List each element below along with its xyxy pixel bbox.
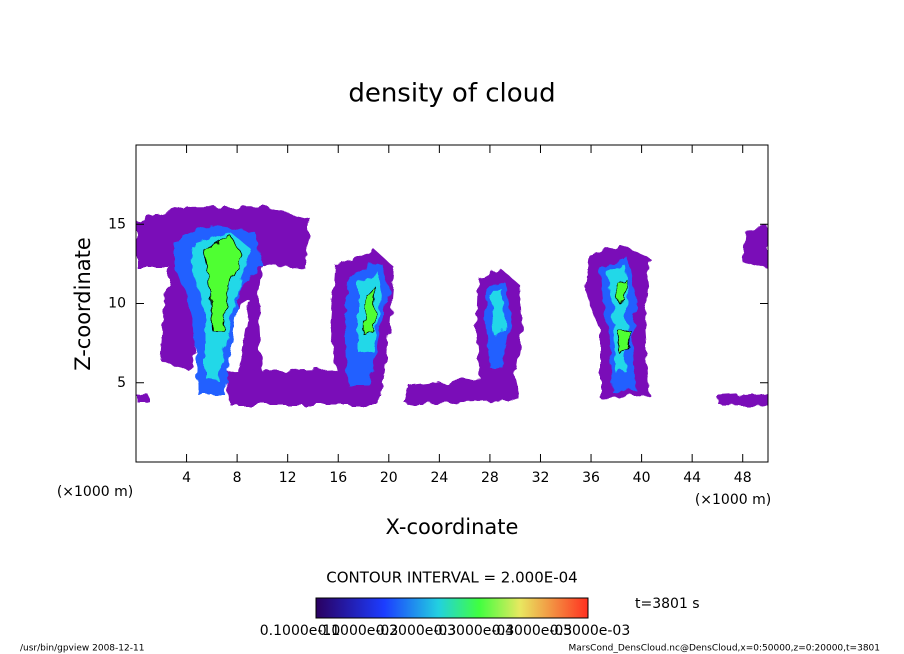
y-tick-label: 10 (108, 296, 126, 312)
x-tick-label: 36 (582, 470, 600, 486)
x-tick-label: 12 (279, 470, 297, 486)
y-tick-label: 15 (108, 216, 126, 232)
colorbar-label: 0.4000e-03 (492, 623, 572, 639)
chart-title: density of cloud (348, 79, 555, 109)
colorbar-label: 0.1000e-03 (318, 623, 398, 639)
x-tick-label: 8 (233, 470, 242, 486)
cloud-field (137, 207, 768, 405)
x-tick-label: 4 (182, 470, 191, 486)
footer-right: MarsCond_DensCloud.nc@DensCloud,x=0:5000… (569, 644, 881, 654)
colorbar (315, 597, 589, 619)
x-tick-label: 20 (380, 470, 398, 486)
y-axis-label: Z-coordinate (71, 237, 95, 371)
x-axis-label: X-coordinate (386, 515, 519, 539)
colorbar-label: 0.1000e-10 (260, 623, 340, 639)
x-tick-label: 44 (683, 470, 701, 486)
x-tick-label: 28 (481, 470, 499, 486)
x-unit-label: (×1000 m) (695, 492, 771, 508)
time-label: t=3801 s (635, 596, 700, 612)
x-tick-label: 16 (329, 470, 347, 486)
colorbar-label: 0.2000e-03 (376, 623, 456, 639)
x-tick-label: 48 (734, 470, 752, 486)
x-tick-label: 40 (633, 470, 651, 486)
y-tick-label: 5 (117, 375, 126, 391)
colorbar-label: 0.3000e-03 (434, 623, 514, 639)
x-tick-label: 32 (532, 470, 550, 486)
colorbar-label: 0.5000e-03 (550, 623, 630, 639)
contour-interval: CONTOUR INTERVAL = 2.000E-04 (326, 569, 577, 587)
x-unit-label: (×1000 m) (57, 484, 133, 500)
x-tick-label: 24 (430, 470, 448, 486)
footer-left: /usr/bin/gpview 2008-12-11 (20, 644, 144, 654)
